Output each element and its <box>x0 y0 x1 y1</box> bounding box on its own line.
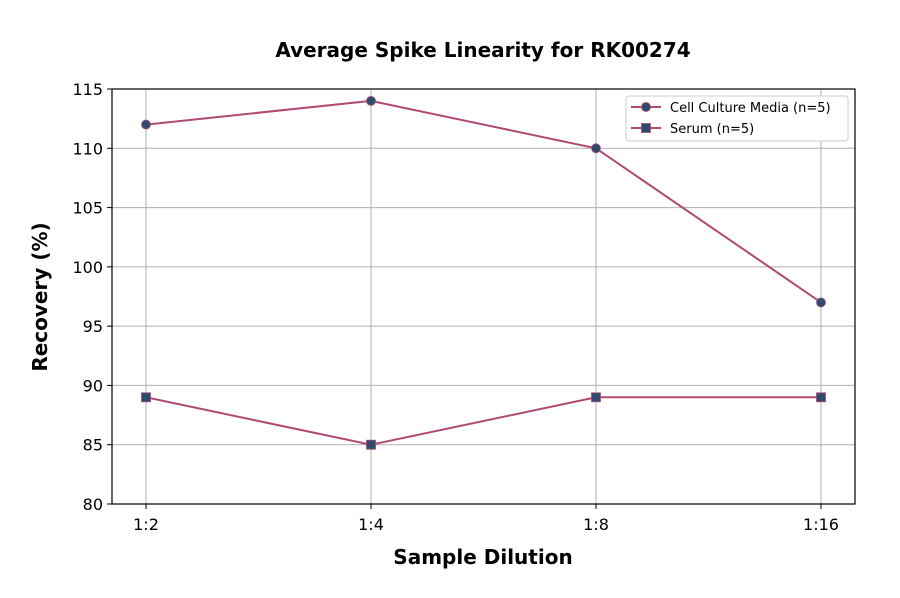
y-tick-label: 115 <box>72 80 103 99</box>
legend: Cell Culture Media (n=5) Serum (n=5) <box>625 95 849 142</box>
serum-legend-label: Serum (n=5) <box>670 122 754 137</box>
serum-legend-marker <box>641 123 651 133</box>
y-tick-label: 95 <box>83 317 103 336</box>
x-tick-label: 1:16 <box>803 515 839 534</box>
y-tick-label: 80 <box>83 495 103 514</box>
cell-culture-media-line <box>145 99 822 304</box>
y-tick-label: 90 <box>83 376 103 395</box>
y-tick-label: 100 <box>72 258 103 277</box>
serum-line <box>145 396 821 446</box>
serum-point <box>816 392 826 403</box>
x-tick-label: 1:4 <box>358 515 384 534</box>
y-tick-label: 110 <box>72 139 103 158</box>
cell-culture-media-point <box>141 119 151 130</box>
cell-culture-media-legend-label: Cell Culture Media (n=5) <box>670 101 831 116</box>
cell-culture-media-legend-marker <box>641 102 651 112</box>
plot-frame <box>111 88 856 505</box>
x-tick-label: 1:2 <box>133 515 159 534</box>
serum-point <box>591 392 601 403</box>
chart-title: Average Spike Linearity for RK00274 <box>275 38 690 62</box>
x-tick-label: 1:8 <box>583 515 609 534</box>
serum-point <box>141 392 151 403</box>
serum-point <box>366 439 376 450</box>
y-tick-label: 85 <box>83 436 103 455</box>
y-axis-label: Recovery (%) <box>28 222 52 371</box>
cell-culture-media-point <box>366 95 376 106</box>
x-axis-label: Sample Dilution <box>393 545 572 569</box>
legend-box <box>625 95 849 142</box>
y-tick-label: 105 <box>72 199 103 218</box>
cell-culture-media-point <box>816 297 826 308</box>
cell-culture-media-point <box>591 143 601 154</box>
